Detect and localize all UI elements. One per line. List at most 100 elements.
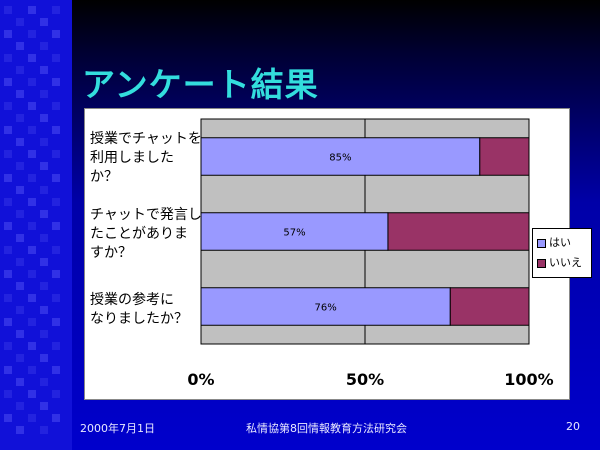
decorative-square bbox=[28, 102, 36, 110]
decorative-square bbox=[28, 366, 36, 374]
decorative-square bbox=[28, 246, 36, 254]
decorative-square bbox=[28, 198, 36, 206]
decorative-square bbox=[40, 402, 48, 410]
decorative-square bbox=[52, 150, 60, 158]
decorative-square bbox=[16, 282, 24, 290]
decorative-square bbox=[16, 114, 24, 122]
decorative-square bbox=[40, 282, 48, 290]
decorative-square bbox=[28, 294, 36, 302]
footer-date: 2000年7月1日 bbox=[80, 422, 155, 435]
decorative-square bbox=[28, 414, 36, 422]
decorative-square bbox=[16, 378, 24, 386]
decorative-square bbox=[40, 306, 48, 314]
decorative-square bbox=[28, 318, 36, 326]
slide-title: アンケート結果 bbox=[82, 65, 319, 104]
bar-no-1 bbox=[479, 137, 530, 176]
decorative-square bbox=[52, 366, 60, 374]
x-tick-label-50: 50% bbox=[345, 370, 385, 389]
decorative-square bbox=[28, 342, 36, 350]
left-decorative-band bbox=[0, 0, 72, 450]
legend-swatch-no bbox=[537, 258, 546, 268]
decorative-square bbox=[4, 102, 12, 110]
decorative-square bbox=[4, 150, 12, 158]
decorative-square bbox=[52, 294, 60, 302]
decorative-square bbox=[16, 66, 24, 74]
decorative-square bbox=[28, 222, 36, 230]
decorative-square bbox=[16, 162, 24, 170]
decorative-square bbox=[16, 210, 24, 218]
decorative-square bbox=[40, 138, 48, 146]
decorative-square bbox=[52, 30, 60, 38]
legend-label-no: いいえ bbox=[549, 256, 582, 269]
decorative-square bbox=[4, 198, 12, 206]
decorative-square bbox=[4, 414, 12, 422]
decorative-square bbox=[52, 78, 60, 86]
decorative-square bbox=[28, 6, 36, 14]
legend-item-yes: はい bbox=[537, 236, 571, 250]
decorative-square bbox=[16, 234, 24, 242]
decorative-square bbox=[40, 210, 48, 218]
decorative-square bbox=[4, 294, 12, 302]
decorative-square bbox=[16, 186, 24, 194]
decorative-square bbox=[28, 270, 36, 278]
decorative-square bbox=[52, 102, 60, 110]
decorative-square bbox=[40, 18, 48, 26]
decorative-square bbox=[40, 378, 48, 386]
decorative-square bbox=[16, 90, 24, 98]
decorative-square bbox=[52, 222, 60, 230]
category-label-3: 授業の参考に なりましたか？ bbox=[90, 292, 188, 327]
decorative-square bbox=[4, 390, 12, 398]
decorative-square bbox=[52, 174, 60, 182]
decorative-square bbox=[40, 90, 48, 98]
bar-no-3 bbox=[449, 287, 530, 326]
decorative-square bbox=[4, 246, 12, 254]
bar-yes-2 bbox=[200, 212, 389, 251]
decorative-square bbox=[28, 30, 36, 38]
decorative-square bbox=[52, 414, 60, 422]
legend-label-yes: はい bbox=[549, 236, 571, 249]
footer-page-number: 20 bbox=[566, 420, 580, 433]
decorative-square bbox=[16, 306, 24, 314]
decorative-square bbox=[40, 66, 48, 74]
decorative-square bbox=[28, 78, 36, 86]
chart-legend: はい いいえ bbox=[532, 228, 592, 278]
decorative-square bbox=[16, 138, 24, 146]
decorative-square bbox=[16, 354, 24, 362]
decorative-square bbox=[40, 42, 48, 50]
decorative-square bbox=[4, 366, 12, 374]
decorative-square bbox=[16, 402, 24, 410]
decorative-square bbox=[16, 18, 24, 26]
decorative-square bbox=[52, 6, 60, 14]
decorative-square bbox=[4, 318, 12, 326]
bar-yes-3 bbox=[200, 287, 451, 326]
decorative-square bbox=[52, 54, 60, 62]
legend-swatch-yes bbox=[537, 238, 546, 248]
data-label-2: 57% bbox=[283, 228, 305, 239]
bar-yes-1 bbox=[200, 137, 481, 176]
decorative-square bbox=[16, 426, 24, 434]
decorative-square bbox=[4, 174, 12, 182]
decorative-square bbox=[52, 246, 60, 254]
decorative-square bbox=[40, 234, 48, 242]
category-label-2: チャットで発言し たことがありま すか？ bbox=[90, 207, 202, 261]
decorative-square bbox=[28, 174, 36, 182]
decorative-square bbox=[40, 162, 48, 170]
decorative-square bbox=[52, 318, 60, 326]
x-tick-label-0: 0% bbox=[187, 370, 215, 389]
data-label-1: 85% bbox=[329, 153, 351, 164]
decorative-square bbox=[16, 258, 24, 266]
decorative-square bbox=[4, 342, 12, 350]
category-label-1: 授業でチャットを 利用しました か？ bbox=[90, 131, 202, 185]
decorative-square bbox=[4, 78, 12, 86]
decorative-square bbox=[4, 6, 12, 14]
footer-organization: 私情協第8回情報教育方法研究会 bbox=[246, 422, 407, 435]
decorative-square bbox=[52, 126, 60, 134]
decorative-square bbox=[40, 354, 48, 362]
decorative-square bbox=[4, 30, 12, 38]
decorative-square bbox=[40, 426, 48, 434]
decorative-square bbox=[40, 114, 48, 122]
decorative-square bbox=[28, 390, 36, 398]
decorative-square bbox=[28, 150, 36, 158]
decorative-square bbox=[52, 390, 60, 398]
